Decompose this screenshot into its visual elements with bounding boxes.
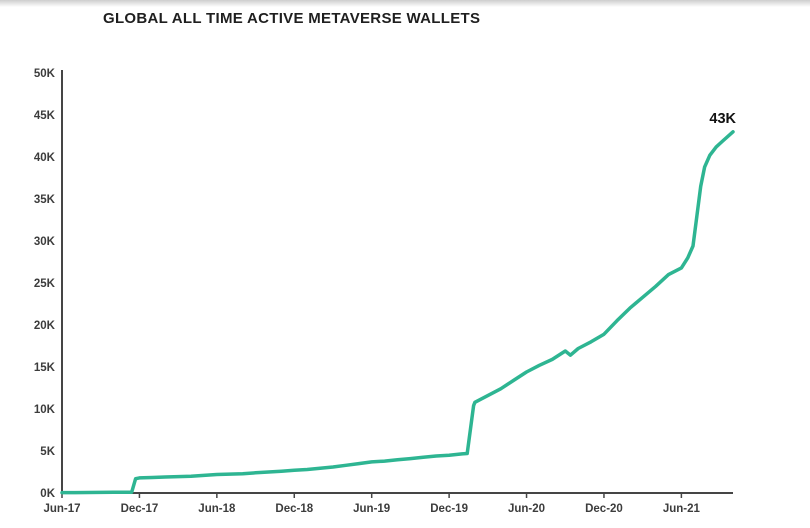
x-tick-label: Jun-17 xyxy=(43,503,80,515)
x-tick-label: Dec-18 xyxy=(275,503,313,515)
x-tick-label: Jun-20 xyxy=(508,503,545,515)
x-tick-label: Jun-19 xyxy=(353,503,390,515)
x-tick-label: Jun-21 xyxy=(663,503,701,515)
chart-title: GLOBAL ALL TIME ACTIVE METAVERSE WALLETS xyxy=(103,10,481,27)
x-tick-label: Dec-17 xyxy=(121,503,159,515)
y-tick-label: 30K xyxy=(34,236,56,248)
y-tick-label: 5K xyxy=(40,446,55,458)
y-tick-label: 0K xyxy=(40,488,55,500)
end-value-label: 43K xyxy=(709,111,736,127)
y-tick-label: 20K xyxy=(34,320,56,332)
x-tick-label: Dec-20 xyxy=(585,503,623,515)
y-tick-label: 10K xyxy=(34,404,56,416)
x-tick-label: Dec-19 xyxy=(430,503,468,515)
y-tick-label: 40K xyxy=(34,152,56,164)
wallets-series-line xyxy=(60,130,735,495)
y-tick-label: 35K xyxy=(34,194,56,206)
y-tick-label: 45K xyxy=(34,110,56,122)
y-tick-label: 25K xyxy=(34,278,56,290)
y-tick-label: 50K xyxy=(34,68,56,80)
y-tick-label: 15K xyxy=(34,362,56,374)
x-tick-label: Jun-18 xyxy=(198,503,236,515)
